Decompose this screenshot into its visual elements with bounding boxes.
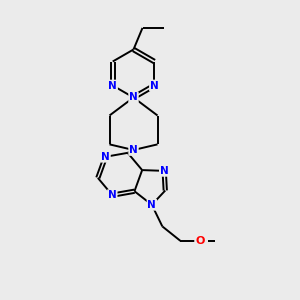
Text: N: N: [108, 190, 117, 200]
Text: N: N: [160, 166, 169, 176]
Text: N: N: [101, 152, 110, 162]
Text: N: N: [148, 200, 156, 210]
Text: N: N: [108, 80, 117, 91]
Text: N: N: [129, 145, 138, 155]
Text: O: O: [195, 236, 205, 246]
Text: N: N: [129, 92, 138, 103]
Text: N: N: [150, 80, 159, 91]
